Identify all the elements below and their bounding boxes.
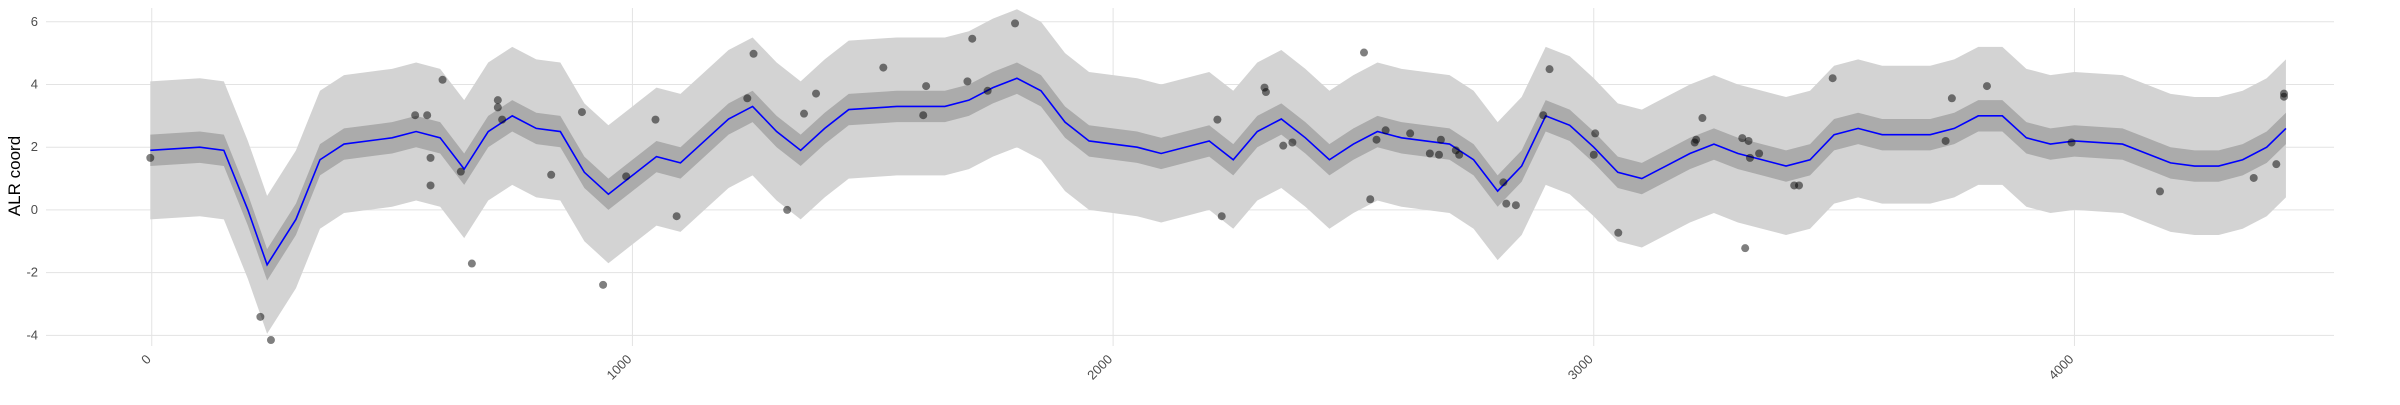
data-point [1261,88,1270,97]
data-point [1795,181,1804,190]
data-point [1738,134,1747,143]
data-point [426,153,435,162]
data-point [1011,19,1020,28]
data-point [812,89,821,98]
data-point [1941,136,1950,145]
data-point [1288,138,1297,147]
x-tick-label: 0 [138,352,154,368]
data-point [1372,135,1381,144]
data-point [266,336,275,345]
data-point [983,86,992,95]
data-point [1511,201,1520,210]
data-point [2272,160,2281,169]
data-point [547,170,556,179]
data-point [1741,244,1750,253]
data-point [146,153,155,162]
data-point [919,111,928,120]
data-point [672,212,681,221]
x-tick-label: 4000 [2046,352,2077,383]
data-point [922,82,931,91]
data-point [1455,150,1464,159]
data-point [256,312,265,321]
data-point [1755,149,1764,158]
data-point [1217,212,1226,221]
data-point [1982,82,1991,91]
data-point [1436,135,1445,144]
data-point [423,111,432,120]
y-axis-label: ALR coord [5,136,24,216]
y-tick-label: -4 [26,327,38,342]
data-point [1360,48,1369,57]
y-tick-label: 6 [31,14,38,29]
data-point [1381,126,1390,135]
data-point [1614,228,1623,237]
data-point [749,49,758,58]
confidence-band [150,9,2286,334]
confidence-band [150,62,2286,281]
data-point [493,103,502,112]
x-tick-label: 1000 [603,352,634,383]
data-point [2280,92,2289,101]
data-point [1213,115,1222,124]
data-point [1744,136,1753,145]
y-tick-label: 2 [31,139,38,154]
data-point [456,167,465,176]
data-point [1539,111,1548,120]
data-point [879,63,888,72]
y-tick-label: 0 [31,202,38,217]
data-point [968,34,977,43]
data-point [800,109,809,118]
data-point [1692,135,1701,144]
data-point [622,172,631,181]
data-point [438,75,447,84]
data-point [783,205,792,214]
y-tick-label: 4 [31,77,38,92]
data-point [1366,195,1375,204]
data-point [963,77,972,86]
x-tick-label: 2000 [1084,352,1115,383]
x-tick-label: 3000 [1565,352,1596,383]
data-point [1947,94,1956,103]
data-point [1502,199,1511,208]
data-point [577,108,586,117]
data-point [467,259,476,268]
data-point [2067,138,2076,147]
data-point [493,96,502,105]
data-point [1434,150,1443,159]
data-point [651,115,660,124]
data-point [411,111,420,120]
data-point [1745,153,1754,162]
data-point [426,181,435,190]
data-point [1828,74,1837,83]
data-point [599,280,608,289]
data-point [2155,187,2164,196]
data-point [1406,129,1415,138]
mean-line [150,77,2287,267]
data-point [1499,178,1508,187]
data-point [2249,173,2258,182]
data-point [1591,129,1600,138]
y-tick-label: -2 [26,265,38,280]
data-point [1545,65,1554,74]
data-point [1698,114,1707,123]
data-point [1279,141,1288,150]
data-point [1589,150,1598,159]
data-point [1425,149,1434,158]
data-point [743,94,752,103]
data-point [498,115,507,124]
